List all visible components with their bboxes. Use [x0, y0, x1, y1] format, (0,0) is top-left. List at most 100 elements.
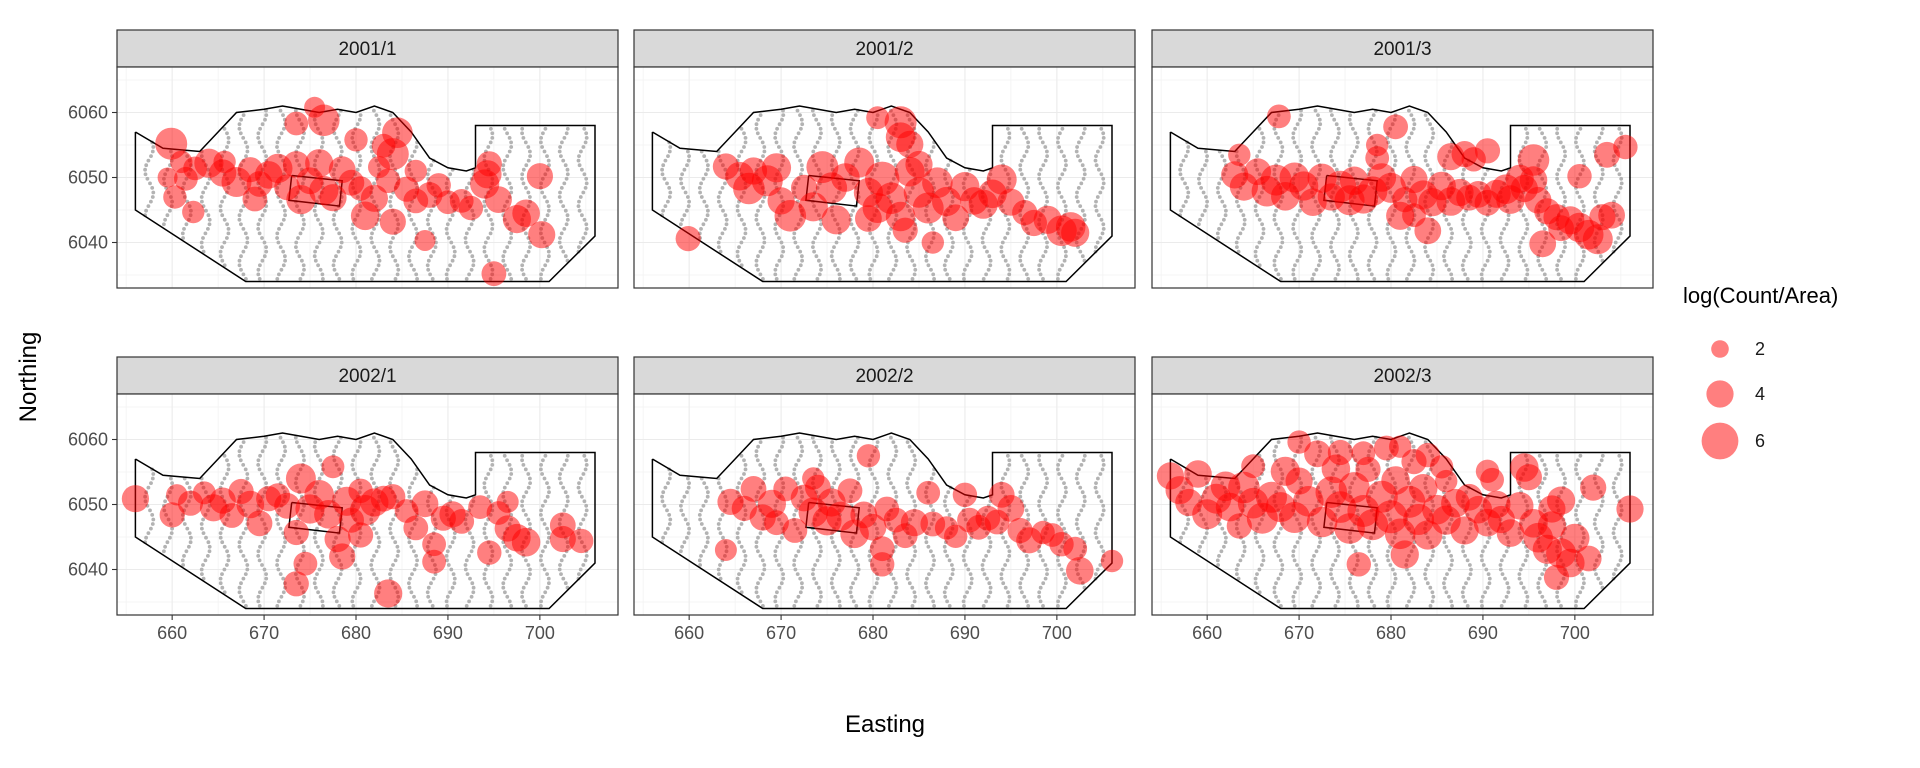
track-point — [758, 463, 763, 467]
track-point — [981, 277, 986, 281]
track-point — [1253, 249, 1258, 254]
track-point — [237, 126, 242, 131]
track-point — [816, 449, 821, 454]
track-point — [929, 549, 933, 554]
track-point — [539, 136, 543, 140]
track-point — [505, 458, 509, 463]
track-point — [357, 254, 362, 259]
track-point — [735, 535, 740, 540]
track-point — [686, 149, 690, 154]
track-point — [1094, 163, 1099, 168]
track-point — [981, 558, 986, 563]
track-point — [1460, 217, 1465, 222]
track-point — [988, 590, 993, 595]
track-point — [833, 453, 837, 458]
track-point — [1095, 567, 1100, 572]
track-point — [1517, 576, 1522, 581]
track-point — [1371, 576, 1376, 581]
track-point — [1524, 590, 1528, 595]
track-point — [780, 117, 784, 122]
track-point — [431, 576, 436, 581]
track-point — [226, 467, 231, 472]
track-point — [1461, 258, 1466, 263]
track-point — [1297, 240, 1302, 245]
track-point — [854, 277, 859, 281]
track-point — [942, 263, 947, 268]
track-point — [1273, 131, 1278, 136]
track-point — [256, 549, 261, 554]
track-point — [1619, 458, 1624, 463]
track-point — [541, 131, 545, 136]
track-point — [414, 272, 419, 277]
track-point — [853, 249, 858, 254]
track-point — [932, 558, 936, 563]
track-point — [258, 453, 262, 458]
track-point — [547, 490, 551, 495]
track-point — [1276, 158, 1281, 163]
track-point — [1094, 154, 1098, 159]
track-point — [1348, 576, 1352, 581]
track-point — [543, 263, 548, 268]
track-point — [1504, 267, 1509, 272]
track-point — [870, 499, 874, 504]
track-point — [376, 535, 381, 540]
track-point — [1257, 567, 1262, 572]
track-point — [943, 503, 948, 508]
track-point — [874, 581, 879, 586]
track-point — [1056, 508, 1060, 513]
track-point — [910, 258, 915, 263]
track-point — [870, 590, 874, 595]
track-point — [1274, 444, 1278, 449]
track-point — [1184, 154, 1188, 159]
track-point — [950, 245, 955, 250]
track-point — [818, 263, 823, 268]
track-point — [264, 245, 268, 250]
track-point — [1502, 599, 1506, 604]
track-point — [226, 136, 231, 140]
track-point — [1095, 522, 1100, 526]
track-point — [528, 154, 532, 159]
track-point — [815, 604, 820, 608]
track-point — [545, 494, 550, 499]
track-point — [1076, 513, 1081, 517]
data-point — [997, 495, 1025, 522]
track-point — [415, 604, 419, 608]
track-point — [526, 158, 531, 163]
track-point — [1428, 122, 1432, 127]
track-point — [1506, 590, 1511, 595]
track-point — [581, 236, 586, 240]
track-point — [539, 513, 543, 517]
track-point — [1563, 154, 1567, 159]
track-point — [1525, 131, 1530, 136]
track-point — [332, 594, 337, 599]
track-point — [793, 476, 798, 481]
track-point — [376, 444, 381, 449]
track-point — [947, 231, 952, 236]
track-point — [222, 544, 227, 549]
track-point — [1057, 145, 1061, 149]
track-point — [1559, 254, 1564, 259]
track-point — [464, 277, 469, 281]
track-point — [206, 540, 211, 545]
track-point — [377, 449, 382, 454]
data-point — [844, 147, 875, 178]
track-point — [577, 154, 581, 159]
track-point — [794, 599, 798, 604]
track-point — [337, 604, 342, 608]
track-point — [910, 277, 915, 281]
track-point — [1460, 590, 1465, 595]
track-point — [1616, 190, 1621, 195]
track-point — [298, 140, 303, 145]
track-point — [1059, 476, 1064, 481]
track-point — [886, 236, 891, 240]
track-point — [754, 263, 759, 268]
track-point — [830, 113, 835, 117]
track-point — [799, 453, 803, 458]
track-point — [577, 572, 581, 576]
track-point — [563, 254, 568, 259]
track-point — [1019, 126, 1024, 131]
track-point — [762, 472, 767, 476]
track-point — [837, 145, 841, 149]
track-point — [315, 245, 319, 250]
